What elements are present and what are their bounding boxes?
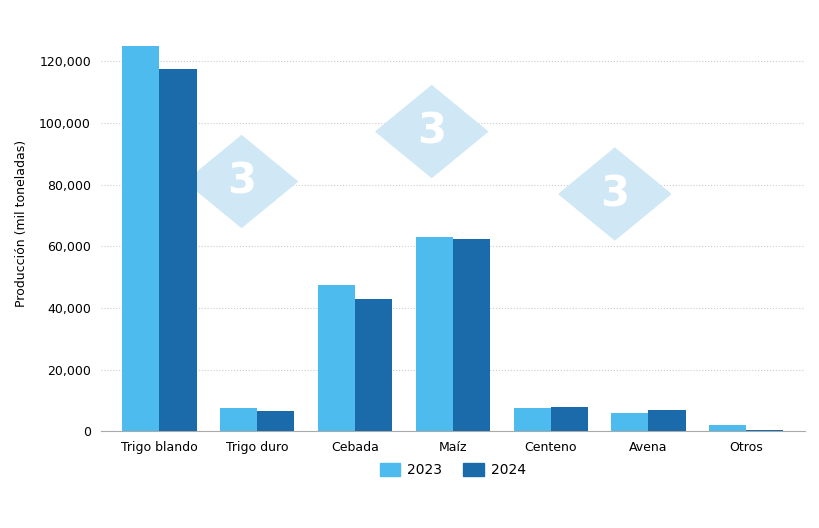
Bar: [159, 69, 197, 431]
Bar: [513, 408, 550, 431]
Legend: 2023, 2024: 2023, 2024: [373, 458, 531, 483]
Bar: [452, 239, 490, 431]
Bar: [355, 299, 391, 431]
Bar: [415, 237, 452, 431]
Text: 3: 3: [600, 173, 628, 215]
Y-axis label: Producción (mil toneladas): Producción (mil toneladas): [15, 139, 28, 307]
Bar: [219, 408, 257, 431]
Bar: [550, 407, 587, 431]
Bar: [122, 46, 159, 431]
Bar: [708, 425, 745, 431]
Bar: [611, 413, 648, 431]
Bar: [257, 411, 294, 431]
Bar: [648, 410, 685, 431]
Polygon shape: [375, 86, 487, 177]
Text: 3: 3: [417, 110, 446, 153]
Bar: [318, 285, 355, 431]
Text: 3: 3: [227, 161, 256, 203]
Polygon shape: [559, 148, 670, 240]
Polygon shape: [186, 136, 297, 228]
Bar: [745, 430, 782, 431]
